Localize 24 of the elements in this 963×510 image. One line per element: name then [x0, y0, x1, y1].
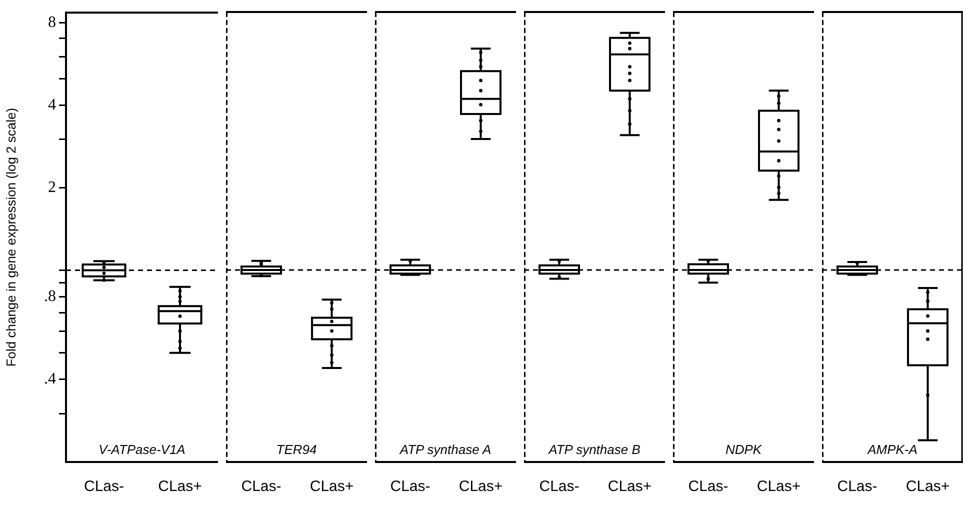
text: ATP synthase A	[398, 442, 492, 458]
x-tick-label: CLas-	[84, 478, 124, 496]
y-axis-title: Fold change in gene expression (log 2 scale)	[3, 108, 18, 367]
text: V-ATPase-V1A	[98, 442, 186, 458]
x-tick-label: CLas-	[241, 478, 282, 496]
text: NDPK	[725, 442, 763, 458]
x-tick-label: CLas+	[158, 478, 202, 496]
x-tick-label: CLas+	[608, 478, 652, 496]
x-tick-label: CLas-	[539, 478, 580, 496]
x-tick-label: CLas+	[310, 478, 354, 496]
x-tick-label: CLas-	[837, 478, 878, 496]
text: AMPK-A	[866, 442, 918, 458]
x-tick-label: CLas+	[906, 478, 950, 496]
x-tick-label: CLas+	[756, 478, 801, 496]
y-tick-label: .8	[44, 288, 56, 306]
x-tick-label: CLas-	[688, 478, 728, 496]
x-tick-label: CLas+	[458, 478, 503, 496]
y-tick-label: 2	[48, 178, 56, 196]
x-tick-label: CLas-	[390, 478, 430, 496]
y-tick-label: 4	[48, 96, 56, 114]
y-tick-label: 8	[48, 14, 56, 31]
text: ATP synthase B	[548, 442, 641, 458]
y-tick-label: .4	[44, 370, 56, 388]
text: TER94	[276, 442, 317, 458]
